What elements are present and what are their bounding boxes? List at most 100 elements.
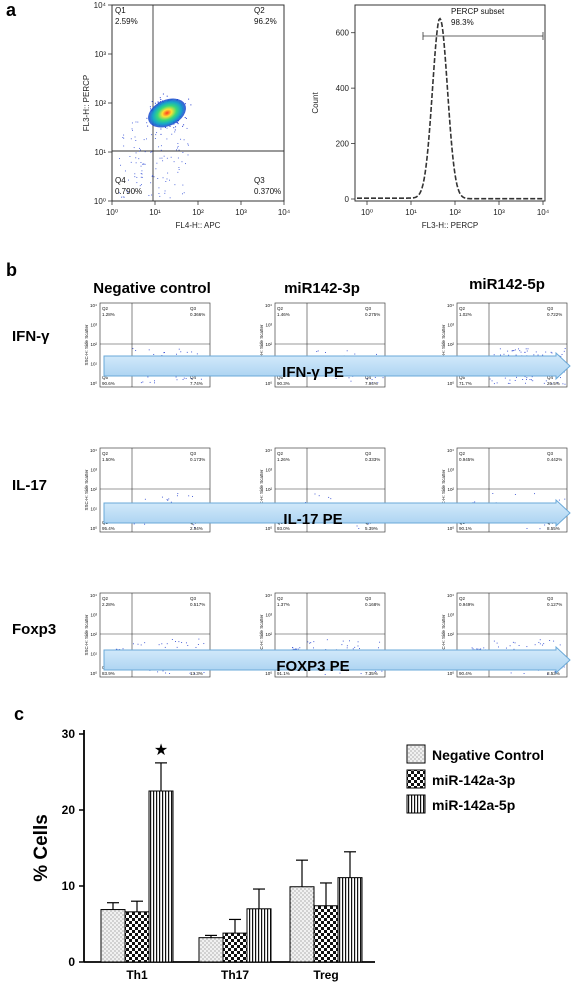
mini-plot-event <box>514 642 516 644</box>
mini-plot-y-axis-label: SSC-H: Side Scatter <box>84 324 89 366</box>
dot-plot-event <box>141 176 143 178</box>
mini-plot-q3-label: Q3 <box>365 451 372 456</box>
mini-plot-event <box>178 348 180 350</box>
dot-plot-event <box>173 123 175 125</box>
mini-plot-event <box>542 354 544 356</box>
mini-plot-q5-value: 90.4% <box>459 671 472 676</box>
mini-plot-event <box>154 382 155 384</box>
bar-chart-y-tick-label: 20 <box>62 803 76 817</box>
bar-chart-y-tick-label: 10 <box>62 879 76 893</box>
mini-plot-event <box>480 648 482 650</box>
column-title-mir142-3p: miR142-3p <box>284 280 360 297</box>
dot-plot-event <box>163 155 165 157</box>
dot-plot-event <box>184 116 186 118</box>
dot-plot-q4-label: Q4 <box>115 176 126 185</box>
mini-plot-event <box>531 376 533 378</box>
mini-plot-y-tick-label: 10⁴ <box>265 448 272 453</box>
mini-plot-event <box>135 350 137 352</box>
dot-plot-frame <box>111 4 285 202</box>
mini-plot-event <box>325 352 326 353</box>
mini-plot-y-tick-label: 10³ <box>90 613 97 618</box>
bar <box>313 905 339 963</box>
mini-plot-event <box>203 643 205 645</box>
mini-plot-event <box>194 673 196 675</box>
dot-plot-event <box>169 197 171 199</box>
legend-swatch <box>406 744 426 764</box>
mini-plot-y-tick-label: 10⁴ <box>90 448 97 453</box>
mini-plot-event <box>514 349 516 351</box>
panel-c-letter: c <box>14 704 24 724</box>
dot-plot-event <box>119 158 120 160</box>
mini-plot-event <box>483 647 485 649</box>
dot-plot-event <box>123 196 125 198</box>
dot-plot-event <box>160 145 162 147</box>
dot-plot-event <box>157 178 159 179</box>
dot-plot-event <box>139 150 141 152</box>
dot-plot-event <box>135 121 137 123</box>
dot-plot-event <box>153 176 155 178</box>
mini-plot-event <box>476 648 478 650</box>
mini-plot-y-tick-label: 10⁴ <box>90 303 97 308</box>
bar <box>337 877 363 963</box>
row-label: IFN-γ <box>12 328 50 345</box>
mini-plot-event <box>157 671 159 673</box>
dot-plot-event <box>167 172 169 174</box>
legend-label: miR-142a-5p <box>432 797 515 813</box>
dot-plot-event <box>173 161 175 163</box>
dot-plot-event <box>154 138 156 139</box>
bar <box>198 937 224 963</box>
mini-plot-q5-value: 90.1% <box>459 526 472 531</box>
mini-plot-q2-label: Q2 <box>277 596 284 601</box>
mini-plot-event <box>335 377 337 379</box>
dot-plot-event <box>143 163 145 165</box>
histogram-y-tick-label: 400 <box>336 84 350 93</box>
mini-plot-y-tick-label: 10¹ <box>90 362 97 367</box>
mini-plot-q3-label: Q3 <box>365 596 372 601</box>
mini-plot-q3-value: 0.366% <box>190 312 205 317</box>
bar-chart-y-tick-label: 0 <box>68 955 75 969</box>
mini-plot-q3-value: 0.275% <box>365 312 380 317</box>
mini-plot-event <box>543 382 545 384</box>
dot-plot-event <box>159 195 161 197</box>
mini-plot-event <box>177 493 179 495</box>
mini-plot-q2-value: 1.46% <box>277 312 290 317</box>
mini-plot-event <box>558 499 560 501</box>
mini-plot-q2-label: Q2 <box>102 451 109 456</box>
dot-plot-event <box>159 101 161 103</box>
dot-plot-event <box>132 129 134 131</box>
mini-plot-q2-label: Q2 <box>102 596 109 601</box>
mini-plot-event <box>533 354 535 356</box>
dot-plot-event <box>131 128 133 130</box>
mini-plot-event <box>516 376 518 378</box>
mini-plot-event <box>132 348 134 350</box>
mini-plot-event <box>505 647 507 649</box>
mini-plot-event <box>176 495 178 497</box>
mini-plot-event <box>515 354 517 356</box>
mini-plot-event <box>133 523 135 525</box>
dot-plot-event <box>187 144 189 146</box>
mini-plot-event <box>189 672 191 674</box>
dot-plot-event <box>148 194 150 196</box>
dot-plot-event <box>155 168 157 170</box>
mini-plot-event <box>477 648 479 650</box>
mini-plot-q5-value: 93.0% <box>277 526 290 531</box>
mini-plot-event <box>538 641 540 643</box>
mini-plot-q3-label: Q3 <box>547 451 554 456</box>
mini-plot-event <box>192 495 193 497</box>
mini-plot-event <box>512 641 514 643</box>
mini-plot-event <box>553 640 555 642</box>
mini-plot-y-axis-label: SSC-H: Side Scatter <box>441 324 446 366</box>
dot-plot-event <box>144 151 146 153</box>
dot-plot-event <box>123 145 125 147</box>
mini-plot-event <box>519 350 521 352</box>
mini-plot-event <box>545 351 547 353</box>
mini-plot-y-tick-label: 10⁰ <box>90 526 97 531</box>
mini-plot-event <box>535 351 537 353</box>
mini-plot-event <box>161 355 163 356</box>
mini-plot-q3-value: 0.442% <box>547 457 562 462</box>
dot-plot-event <box>134 176 136 178</box>
mini-plot-event <box>549 640 551 641</box>
